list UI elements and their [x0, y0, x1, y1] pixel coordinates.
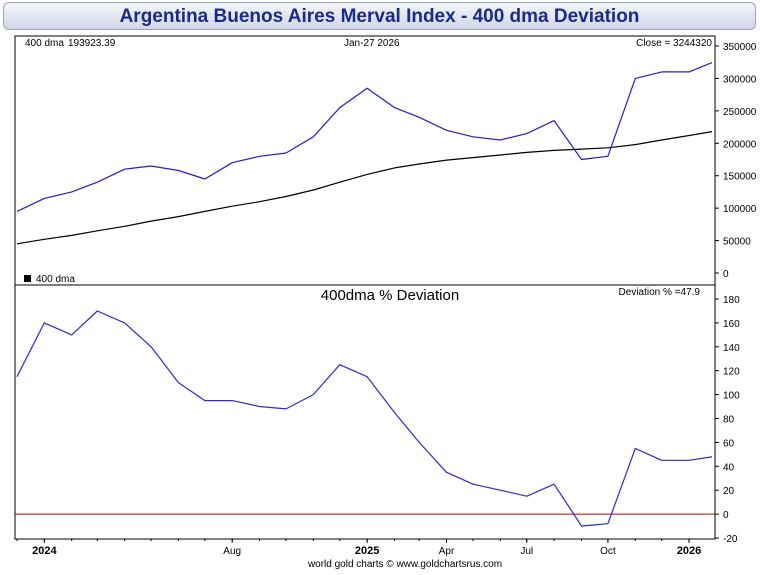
deviation-ytick-label: 140	[723, 343, 740, 354]
merval-price-line	[16, 62, 713, 212]
deviation-line	[16, 310, 713, 527]
deviation-ytick-label: 60	[723, 438, 735, 449]
deviation-ytick-label: 100	[723, 391, 740, 402]
price-ytick-label: 300000	[723, 74, 757, 85]
xtick-label: Apr	[439, 546, 455, 557]
price-ytick-label: 0	[723, 269, 729, 280]
chart-title: Argentina Buenos Aires Merval Index - 40…	[119, 6, 640, 27]
xtick-label: 2025	[355, 545, 379, 557]
xtick-label: Aug	[223, 546, 241, 557]
dma-value: 193923.39	[68, 38, 116, 49]
deviation-ytick-label: 0	[723, 510, 729, 521]
deviation-ytick-label: 40	[723, 462, 735, 473]
close-label: Close = 3244320	[636, 38, 712, 49]
legend-marker-400dma	[24, 275, 31, 282]
dma-label: 400 dma	[25, 38, 64, 49]
xtick-label: 2024	[32, 545, 57, 557]
price-ytick-label: 100000	[723, 204, 757, 215]
deviation-ytick-label: 160	[723, 319, 740, 330]
price-ytick-label: 150000	[723, 172, 757, 183]
deviation-panel	[14, 284, 716, 540]
deviation-title: 400dma % Deviation	[321, 287, 459, 304]
deviation-ytick-label: 180	[723, 295, 740, 306]
price-ytick-label: 50000	[723, 237, 751, 248]
xtick-label: Oct	[600, 546, 616, 557]
price-ytick-label: 350000	[723, 42, 757, 53]
price-panel	[14, 35, 716, 286]
price-ytick-label: 200000	[723, 139, 757, 150]
xtick-label: 2026	[677, 545, 701, 557]
deviation-ytick-label: 120	[723, 367, 740, 378]
price-ytick-label: 250000	[723, 107, 757, 118]
deviation-layer: -20 0 20 40 60 80 100 120 140 160 180	[15, 295, 740, 545]
price-layer: 0 50000 100000 150000 200000 250000 300000 3500…	[16, 42, 757, 280]
dma-line	[16, 131, 713, 245]
legend-label-400dma: 400 dma	[36, 274, 75, 285]
title-bar: Argentina Buenos Aires Merval Index - 40…	[3, 2, 756, 30]
deviation-ytick-label: 80	[723, 415, 735, 426]
date-label: Jan-27 2026	[344, 38, 400, 49]
xtick-label: Jul	[520, 546, 533, 557]
footer-credit: world gold charts © www.goldchartsrus.co…	[307, 559, 502, 570]
deviation-ytick-label: -20	[723, 534, 738, 545]
x-axis: 2024 Aug 2025 Apr Jul Oct 2026	[16, 539, 701, 557]
deviation-value: Deviation % =47.9	[619, 287, 701, 298]
deviation-ytick-label: 20	[723, 486, 735, 497]
